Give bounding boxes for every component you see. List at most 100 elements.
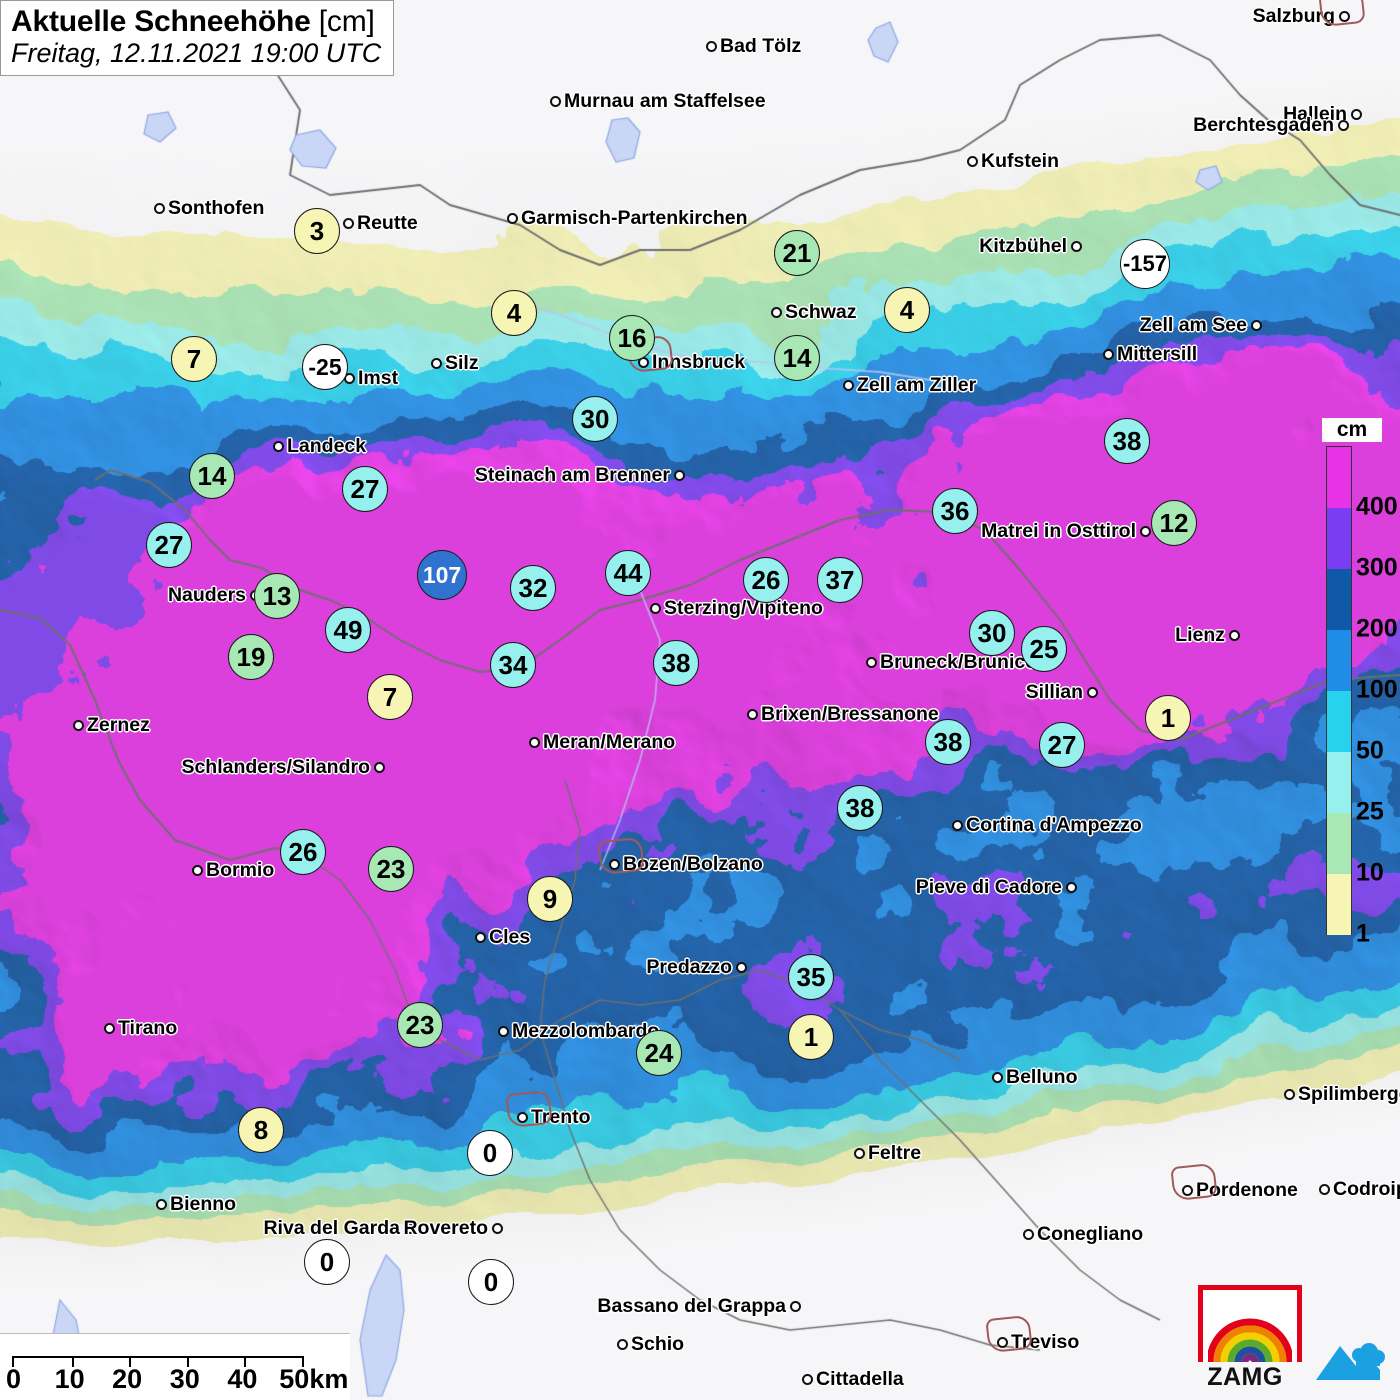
station-marker[interactable]: 38 xyxy=(925,719,971,765)
city-marker-dot xyxy=(992,1072,1003,1083)
city-name: Bruneck/Brunico xyxy=(880,651,1038,673)
station-marker[interactable]: 38 xyxy=(1104,418,1150,464)
station-marker[interactable]: 34 xyxy=(490,642,536,688)
city-marker-dot xyxy=(747,709,758,720)
city-label: Pieve di Cadore xyxy=(0,876,1077,899)
station-marker[interactable]: 8 xyxy=(238,1107,284,1153)
station-marker[interactable]: 14 xyxy=(774,335,820,381)
city-label: Treviso xyxy=(985,1314,1080,1354)
station-marker[interactable]: 7 xyxy=(367,674,413,720)
station-marker[interactable]: 26 xyxy=(743,557,789,603)
city-name: Nauders xyxy=(167,584,246,606)
station-marker[interactable]: 27 xyxy=(146,522,192,568)
station-marker[interactable]: 38 xyxy=(653,640,699,686)
station-marker[interactable]: 37 xyxy=(817,557,863,603)
station-marker[interactable]: -25 xyxy=(302,344,348,390)
station-marker[interactable]: 30 xyxy=(572,396,618,442)
station-marker[interactable]: 4 xyxy=(884,287,930,333)
city-label: Schio xyxy=(617,1333,684,1356)
city-name: Steinach am Brenner xyxy=(474,464,670,486)
city-name: Belluno xyxy=(1006,1066,1078,1088)
station-marker[interactable]: 44 xyxy=(605,550,651,596)
station-marker[interactable]: 23 xyxy=(397,1002,443,1048)
station-marker[interactable]: 0 xyxy=(468,1259,514,1305)
station-marker[interactable]: 9 xyxy=(527,876,573,922)
city-label: Sonthofen xyxy=(154,197,264,220)
city-name: Tirano xyxy=(118,1017,178,1039)
city-name: Bad Tölz xyxy=(720,35,802,57)
city-label: Feltre xyxy=(854,1142,921,1165)
city-name: Mezzolombardo xyxy=(512,1020,660,1042)
city-label: Nauders xyxy=(0,584,261,607)
city-label: Kitzbühel xyxy=(0,235,1082,258)
city-label: Schlanders/Silandro xyxy=(0,756,385,779)
station-marker[interactable]: 1 xyxy=(1145,695,1191,741)
city-name: Hallein xyxy=(1283,103,1347,125)
station-marker[interactable]: 30 xyxy=(969,610,1015,656)
city-marker-dot xyxy=(475,932,486,943)
city-marker-dot xyxy=(638,357,649,368)
city-name: Silz xyxy=(445,352,479,374)
station-marker[interactable]: 49 xyxy=(325,607,371,653)
map-title-box: Aktuelle Schneehöhe [cm] Freitag, 12.11.… xyxy=(0,0,395,76)
station-marker[interactable]: 12 xyxy=(1151,500,1197,546)
city-name: Treviso xyxy=(1011,1331,1080,1353)
city-label: Zell am See xyxy=(0,314,1262,337)
city-marker-dot xyxy=(1229,630,1240,641)
station-marker[interactable]: 0 xyxy=(467,1130,513,1176)
station-marker[interactable]: 27 xyxy=(1039,722,1085,768)
station-marker[interactable]: 3 xyxy=(294,208,340,254)
station-marker[interactable]: 16 xyxy=(609,315,655,361)
station-marker[interactable]: 13 xyxy=(254,573,300,619)
city-marker-dot xyxy=(997,1337,1008,1348)
city-marker-dot xyxy=(790,1301,801,1312)
station-marker[interactable]: 24 xyxy=(636,1030,682,1076)
station-marker[interactable]: 7 xyxy=(171,336,217,382)
city-marker-dot xyxy=(802,1374,813,1385)
station-marker[interactable]: 25 xyxy=(1021,626,1067,672)
city-label: Spilimbergo xyxy=(1284,1083,1400,1106)
station-marker[interactable]: -157 xyxy=(1120,239,1170,289)
city-label: Riva del Garda xyxy=(0,1217,415,1240)
city-marker-dot xyxy=(344,373,355,384)
station-marker[interactable]: 36 xyxy=(932,488,978,534)
station-marker[interactable]: 38 xyxy=(837,785,883,831)
city-label: Matrei in Osttirol xyxy=(0,520,1151,543)
city-label: Salzburg xyxy=(0,0,1366,28)
city-label: Landeck xyxy=(273,435,366,458)
city-marker-dot xyxy=(952,820,963,831)
station-marker[interactable]: 107 xyxy=(417,550,467,600)
station-marker[interactable]: 35 xyxy=(788,954,834,1000)
city-marker-dot xyxy=(156,1199,167,1210)
city-name: Zell am Ziller xyxy=(857,374,977,396)
station-marker[interactable]: 26 xyxy=(280,829,326,875)
city-name: Trento xyxy=(531,1106,591,1128)
station-marker[interactable]: 21 xyxy=(774,230,820,276)
station-marker[interactable]: 1 xyxy=(788,1014,834,1060)
station-marker[interactable]: 19 xyxy=(228,634,274,680)
city-label: Kufstein xyxy=(967,150,1059,173)
station-marker[interactable]: 32 xyxy=(510,565,556,611)
station-marker[interactable]: 0 xyxy=(304,1239,350,1285)
geosphere-logo xyxy=(1316,1343,1385,1380)
scale-tick xyxy=(71,1358,74,1367)
city-name: Schlanders/Silandro xyxy=(181,756,370,778)
city-name: Schwaz xyxy=(785,301,857,323)
city-label: Bassano del Grappa xyxy=(0,1295,801,1318)
city-marker-dot xyxy=(1339,11,1350,22)
city-label: Mezzolombardo xyxy=(498,1020,659,1043)
city-label: Bruneck/Brunico xyxy=(866,651,1037,674)
legend-swatch xyxy=(1326,691,1352,752)
station-marker[interactable]: 4 xyxy=(491,290,537,336)
legend-swatch xyxy=(1326,752,1352,813)
city-marker-dot xyxy=(1251,320,1262,331)
station-marker[interactable]: 23 xyxy=(368,846,414,892)
legend-swatch xyxy=(1326,813,1352,874)
scale-tick xyxy=(244,1358,247,1367)
city-marker-dot xyxy=(431,358,442,369)
city-marker-dot xyxy=(1319,1184,1330,1195)
station-marker[interactable]: 14 xyxy=(189,453,235,499)
map-title: Aktuelle Schneehöhe [cm] xyxy=(11,5,381,39)
station-marker[interactable]: 27 xyxy=(342,466,388,512)
city-marker-dot xyxy=(1066,882,1077,893)
